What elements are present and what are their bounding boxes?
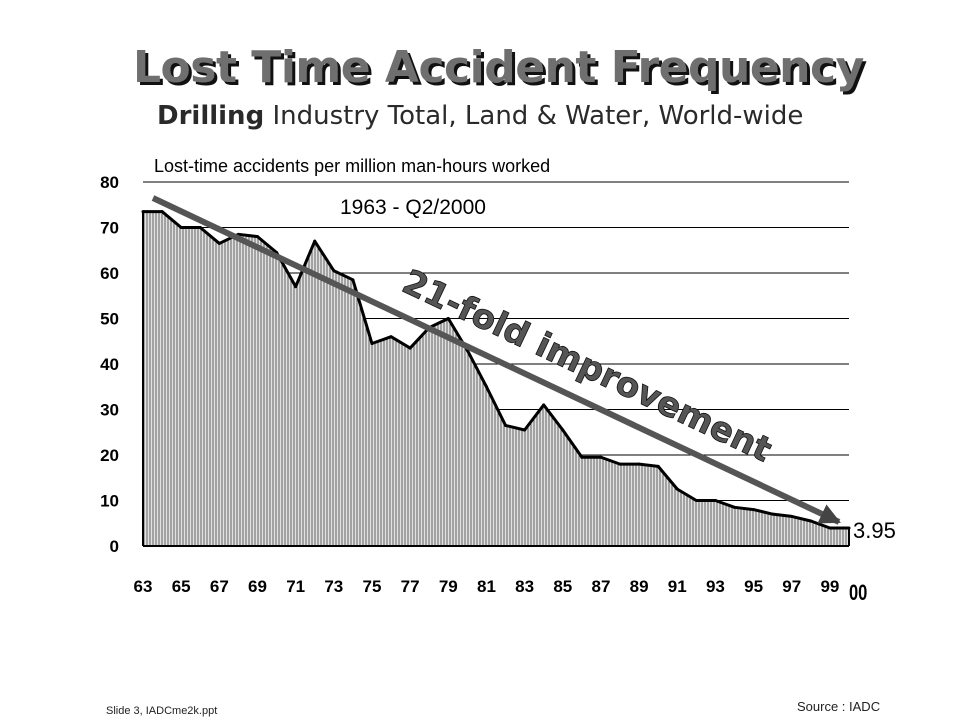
x-tick-label: 79 bbox=[439, 577, 458, 596]
subtitle-bold: Drilling bbox=[157, 101, 265, 131]
y-tick-label: 20 bbox=[100, 446, 119, 465]
x-tick-label: 97 bbox=[782, 577, 801, 596]
x-tick-label: 93 bbox=[706, 577, 725, 596]
period-label: 1963 - Q2/2000 bbox=[340, 196, 486, 219]
x-tick-label: 65 bbox=[172, 577, 191, 596]
y-tick-label: 0 bbox=[110, 537, 119, 556]
y-tick-label: 60 bbox=[100, 264, 119, 283]
trend-arrow bbox=[151, 195, 841, 525]
slide-title: Lost Time Accident Frequency bbox=[133, 42, 864, 93]
x-tick-label: 81 bbox=[477, 577, 496, 596]
x-tick-label: 89 bbox=[630, 577, 649, 596]
y-tick-label: 30 bbox=[100, 401, 119, 420]
x-tick-label: 87 bbox=[591, 577, 610, 596]
x-tick-label-last: 00 bbox=[849, 581, 868, 606]
x-tick-label: 73 bbox=[324, 577, 343, 596]
axis-layer: 0 10 20 30 40 50 60 70 80 63 65 67 69 71 73 75 77 79 81 83 8… bbox=[100, 173, 850, 596]
x-tick-label: 63 bbox=[134, 577, 153, 596]
x-tick-label: 71 bbox=[286, 577, 305, 596]
x-tick-label: 69 bbox=[248, 577, 267, 596]
x-tick-label: 91 bbox=[668, 577, 687, 596]
area-hatching bbox=[143, 211, 850, 546]
subtitle-rest: Industry Total, Land & Water, World-wide bbox=[264, 101, 804, 131]
y-tick-label: 10 bbox=[100, 492, 119, 511]
series-line bbox=[143, 210, 849, 530]
y-tick-label: 70 bbox=[100, 219, 119, 238]
x-tick-label: 99 bbox=[820, 577, 839, 596]
area-fill bbox=[143, 211, 849, 546]
y-tick-label: 50 bbox=[100, 310, 119, 329]
x-tick-label: 67 bbox=[210, 577, 229, 596]
x-tick-label: 75 bbox=[363, 577, 382, 596]
x-tick-label: 95 bbox=[744, 577, 763, 596]
x-tick-label: 85 bbox=[553, 577, 572, 596]
y-tick-label: 80 bbox=[100, 173, 119, 192]
x-tick-label: 77 bbox=[401, 577, 420, 596]
chart-title: Lost-time accidents per million man-hour… bbox=[154, 156, 550, 176]
area-layer bbox=[141, 210, 851, 546]
x-tick-label: 83 bbox=[515, 577, 534, 596]
slide-subtitle: Drilling Industry Total, Land & Water, W… bbox=[157, 101, 803, 131]
end-value-label: 3.95 bbox=[853, 518, 896, 543]
y-tick-label: 40 bbox=[100, 355, 119, 374]
source-credit: Source : IADC bbox=[797, 699, 881, 714]
slide-footer-reference: Slide 3, IADCme2k.ppt bbox=[106, 705, 218, 717]
